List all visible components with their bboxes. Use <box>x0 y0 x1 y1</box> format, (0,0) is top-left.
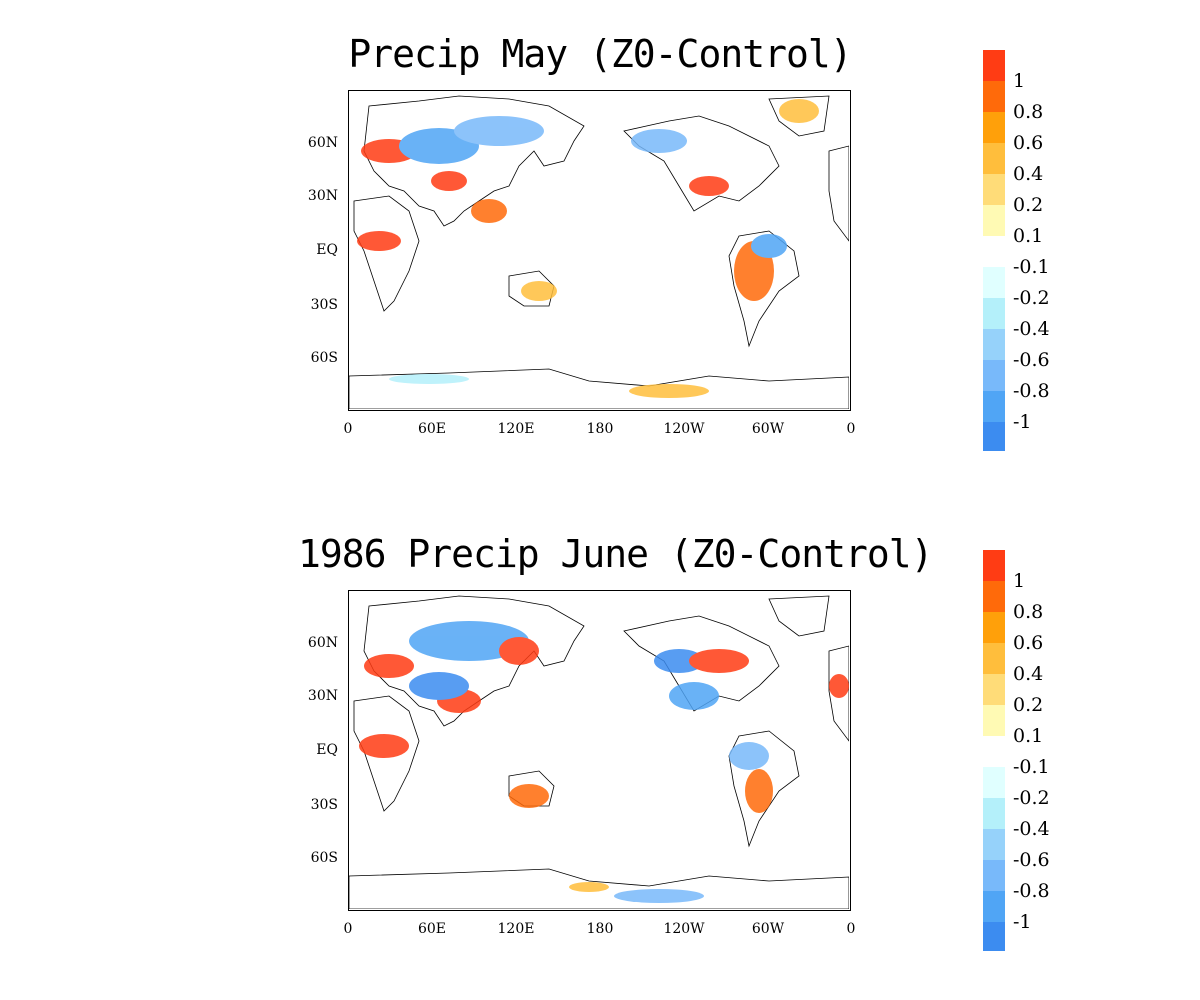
lon-label: 60E <box>417 921 447 937</box>
colorbar-label: -0.1 <box>1013 256 1050 278</box>
colorbar-label: 0.1 <box>1013 725 1044 747</box>
colorbar-label: 0.6 <box>1013 632 1044 654</box>
lon-label: 120W <box>663 921 705 937</box>
colorbar-swatch <box>983 922 1005 951</box>
panel-title: Precip May (Z0-Control) <box>348 32 852 76</box>
colorbar-label: 0.6 <box>1013 132 1044 154</box>
colorbar-label: -1 <box>1013 911 1032 933</box>
colorbar-swatch <box>983 174 1005 205</box>
map-frame <box>348 90 851 411</box>
colorbar-swatch <box>983 798 1005 829</box>
colorbar-swatch <box>983 891 1005 922</box>
lat-label: 30S <box>310 297 338 313</box>
colorbar-swatch <box>983 767 1005 798</box>
lat-label: 60N <box>307 135 338 151</box>
panel-title: 1986 Precip June (Z0-Control) <box>298 532 933 576</box>
world-map <box>349 595 849 909</box>
colorbar-swatch <box>983 81 1005 112</box>
colorbar-swatch <box>983 674 1005 705</box>
precip-anomaly-patches <box>359 621 849 903</box>
world-map <box>349 95 849 409</box>
colorbar-swatch <box>983 860 1005 891</box>
lon-label: 120E <box>497 421 535 437</box>
colorbar-swatch <box>983 736 1005 767</box>
lat-label: EQ <box>316 242 338 258</box>
panel-may: Precip May (Z0-Control) <box>307 32 1050 451</box>
lon-label: 60W <box>751 421 785 437</box>
lat-label: 60S <box>310 350 338 366</box>
colorbar-swatch <box>983 298 1005 329</box>
panel-june: 1986 Precip June (Z0-Control) <box>0 500 1200 1000</box>
lat-label: 60S <box>310 850 338 866</box>
colorbar-label: 0.4 <box>1013 163 1044 185</box>
lon-label: 60E <box>417 421 447 437</box>
colorbar-label: -0.1 <box>1013 756 1050 778</box>
colorbar-label: -0.4 <box>1013 318 1050 340</box>
colorbar-swatch <box>983 612 1005 643</box>
lon-label: 180 <box>586 421 614 437</box>
colorbar-swatch <box>983 267 1005 298</box>
colorbar-swatch <box>983 705 1005 736</box>
colorbar-swatch <box>983 829 1005 860</box>
colorbar-label: -0.2 <box>1013 787 1050 809</box>
lon-label: 60W <box>751 921 785 937</box>
colorbar-swatch <box>983 236 1005 267</box>
lon-label: 0 <box>343 421 353 437</box>
lon-label: 0 <box>343 921 353 937</box>
colorbar-label: -0.8 <box>1013 880 1050 902</box>
lon-label: 180 <box>586 921 614 937</box>
colorbar-swatch <box>983 329 1005 360</box>
colorbar-label: -0.6 <box>1013 349 1050 371</box>
colorbar-label: -1 <box>1013 411 1032 433</box>
colorbar-label: 1 <box>1013 570 1026 592</box>
lat-label: 30N <box>307 188 338 204</box>
lat-label: 30N <box>307 688 338 704</box>
colorbar-label: 0.8 <box>1013 601 1044 623</box>
colorbar-swatch <box>983 391 1005 422</box>
lon-label: 120W <box>663 421 705 437</box>
colorbar-label: -0.8 <box>1013 380 1050 402</box>
colorbar-swatch <box>983 550 1005 581</box>
map-frame <box>348 590 851 911</box>
colorbar-label: -0.2 <box>1013 287 1050 309</box>
colorbar-label: 0.2 <box>1013 194 1044 216</box>
colorbar-label: -0.4 <box>1013 818 1050 840</box>
colorbar-swatch <box>983 50 1005 81</box>
lat-label: EQ <box>316 742 338 758</box>
colorbar-label: 0.4 <box>1013 663 1044 685</box>
colorbar-label: 1 <box>1013 70 1026 92</box>
lon-label: 0 <box>846 421 856 437</box>
colorbar-swatch <box>983 643 1005 674</box>
colorbar-swatch <box>983 112 1005 143</box>
colorbar-swatch <box>983 581 1005 612</box>
colorbar-label: 0.8 <box>1013 101 1044 123</box>
colorbar-label: -0.6 <box>1013 849 1050 871</box>
lat-label: 30S <box>310 797 338 813</box>
precip-anomaly-patches <box>357 99 819 398</box>
colorbar-swatch <box>983 422 1005 451</box>
colorbar-label: 0.1 <box>1013 225 1044 247</box>
lat-label: 60N <box>307 635 338 651</box>
colorbar-swatch <box>983 360 1005 391</box>
colorbar-swatch <box>983 205 1005 236</box>
lon-label: 0 <box>846 921 856 937</box>
colorbar-label: 0.2 <box>1013 694 1044 716</box>
lon-label: 120E <box>497 921 535 937</box>
colorbar-swatch <box>983 143 1005 174</box>
